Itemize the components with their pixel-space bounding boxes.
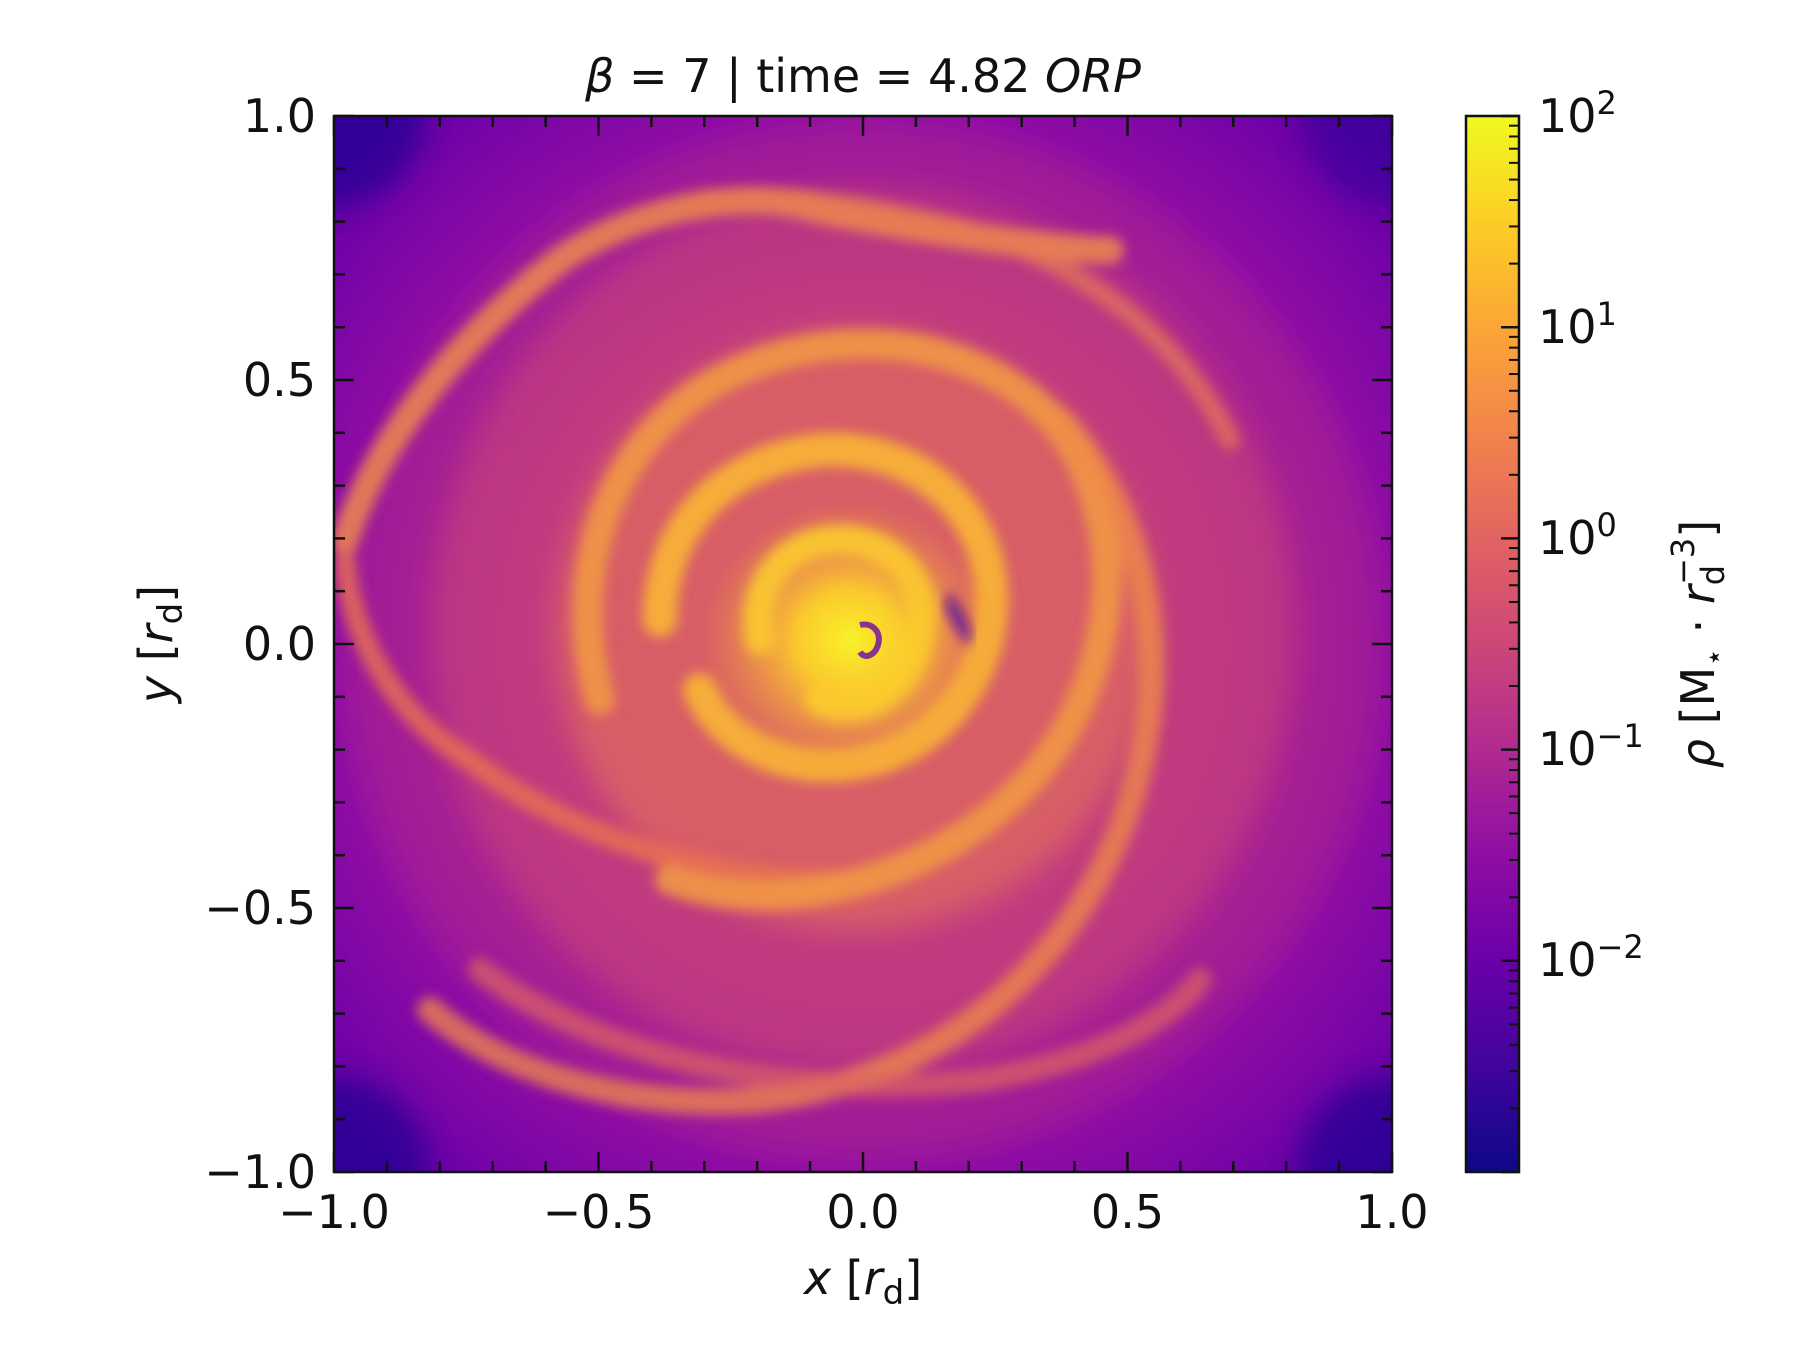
- y-axis-unit-sub: d: [151, 603, 191, 625]
- y-axis-open: [: [129, 643, 183, 676]
- colorbar-label: ρ [M⋆ · rd−3]: [1664, 520, 1732, 768]
- colorbar-tick-label: 10−2: [1538, 928, 1644, 987]
- x-axis-unit-sub: d: [883, 1273, 905, 1313]
- y-tick-labels: 1.0 0.5 0.0 −0.5 −1.0: [204, 89, 316, 1199]
- x-axis-open: [: [831, 1251, 864, 1305]
- y-tick-label: −1.0: [204, 1145, 316, 1199]
- y-tick-label: 0.0: [243, 617, 316, 671]
- cbar-tick-exp: 0: [1597, 506, 1617, 544]
- y-tick-label: 0.5: [243, 353, 316, 407]
- colorbar-tick-label: 101: [1538, 295, 1617, 354]
- title-beta-symbol: β: [584, 49, 614, 103]
- corner-bottom-right: [1297, 1077, 1392, 1172]
- x-tick-labels: −1.0 −0.5 0.0 0.5 1.0: [278, 1185, 1428, 1239]
- colorbar-tick-label: 102: [1538, 84, 1617, 143]
- y-tick-label: 1.0: [243, 89, 316, 143]
- void-near-core: [945, 590, 971, 645]
- x-axis-unit: r: [864, 1251, 886, 1305]
- cbar-tick-exp: 2: [1597, 84, 1617, 122]
- cbar-label-msub: ⋆: [1697, 648, 1732, 667]
- y-axis-unit: r: [129, 621, 183, 643]
- corner-bottom-left: [334, 1077, 429, 1172]
- x-tick-label: −0.5: [543, 1185, 655, 1239]
- chart-title: β = 7 | time = 4.82 ORP: [584, 49, 1141, 104]
- cbar-tick-base: 10: [1538, 300, 1597, 354]
- colorbar-tick-label: 100: [1538, 506, 1617, 565]
- y-tick-label: −0.5: [204, 881, 316, 935]
- void-center: [857, 621, 882, 659]
- cbar-label-rho: ρ: [1671, 739, 1725, 768]
- cbar-label-close: ]: [1671, 520, 1725, 538]
- corner-top-left: [334, 116, 424, 206]
- bright-core: [700, 500, 1000, 780]
- cbar-label-rsub: d: [1694, 565, 1732, 585]
- cbar-tick-base: 10: [1538, 89, 1597, 143]
- title-main-text: = 7 | time = 4.82: [614, 49, 1045, 104]
- y-axis-close: ]: [129, 585, 183, 603]
- cbar-tick-exp: −2: [1597, 928, 1644, 966]
- cbar-tick-base: 10: [1538, 933, 1597, 987]
- x-tick-label: −1.0: [278, 1185, 390, 1239]
- x-axis-var: x: [802, 1251, 832, 1305]
- colorbar-ticks: [1501, 114, 1519, 1174]
- x-tick-label: 1.0: [1355, 1185, 1428, 1239]
- cbar-tick-base: 10: [1538, 722, 1597, 776]
- cbar-tick-base: 10: [1538, 511, 1597, 565]
- cbar-label-r: r: [1671, 582, 1725, 604]
- x-tick-label: 0.0: [826, 1185, 899, 1239]
- x-axis-close: ]: [904, 1251, 922, 1305]
- cbar-tick-exp: −1: [1597, 717, 1644, 755]
- corner-top-right: [1302, 116, 1392, 206]
- cbar-label-rsup: −3: [1664, 538, 1702, 585]
- heatmap-image: [334, 116, 1392, 1172]
- cbar-label-mid: ·: [1671, 604, 1725, 648]
- cbar-label-open: [M: [1671, 667, 1725, 739]
- y-axis-label: y [rd]: [129, 585, 191, 705]
- colorbar: [1464, 114, 1521, 1174]
- x-axis-label: x [rd]: [802, 1251, 922, 1313]
- colorbar-tick-labels: 102 101 100 10−1 10−2: [1538, 84, 1644, 987]
- y-axis-var: y: [129, 675, 183, 705]
- axis-ticks: [332, 114, 1394, 1174]
- cbar-tick-exp: 1: [1597, 295, 1617, 333]
- colorbar-tick-label: 10−1: [1538, 717, 1644, 776]
- title-unit-text: ORP: [1045, 49, 1141, 103]
- x-tick-label: 0.5: [1091, 1185, 1164, 1239]
